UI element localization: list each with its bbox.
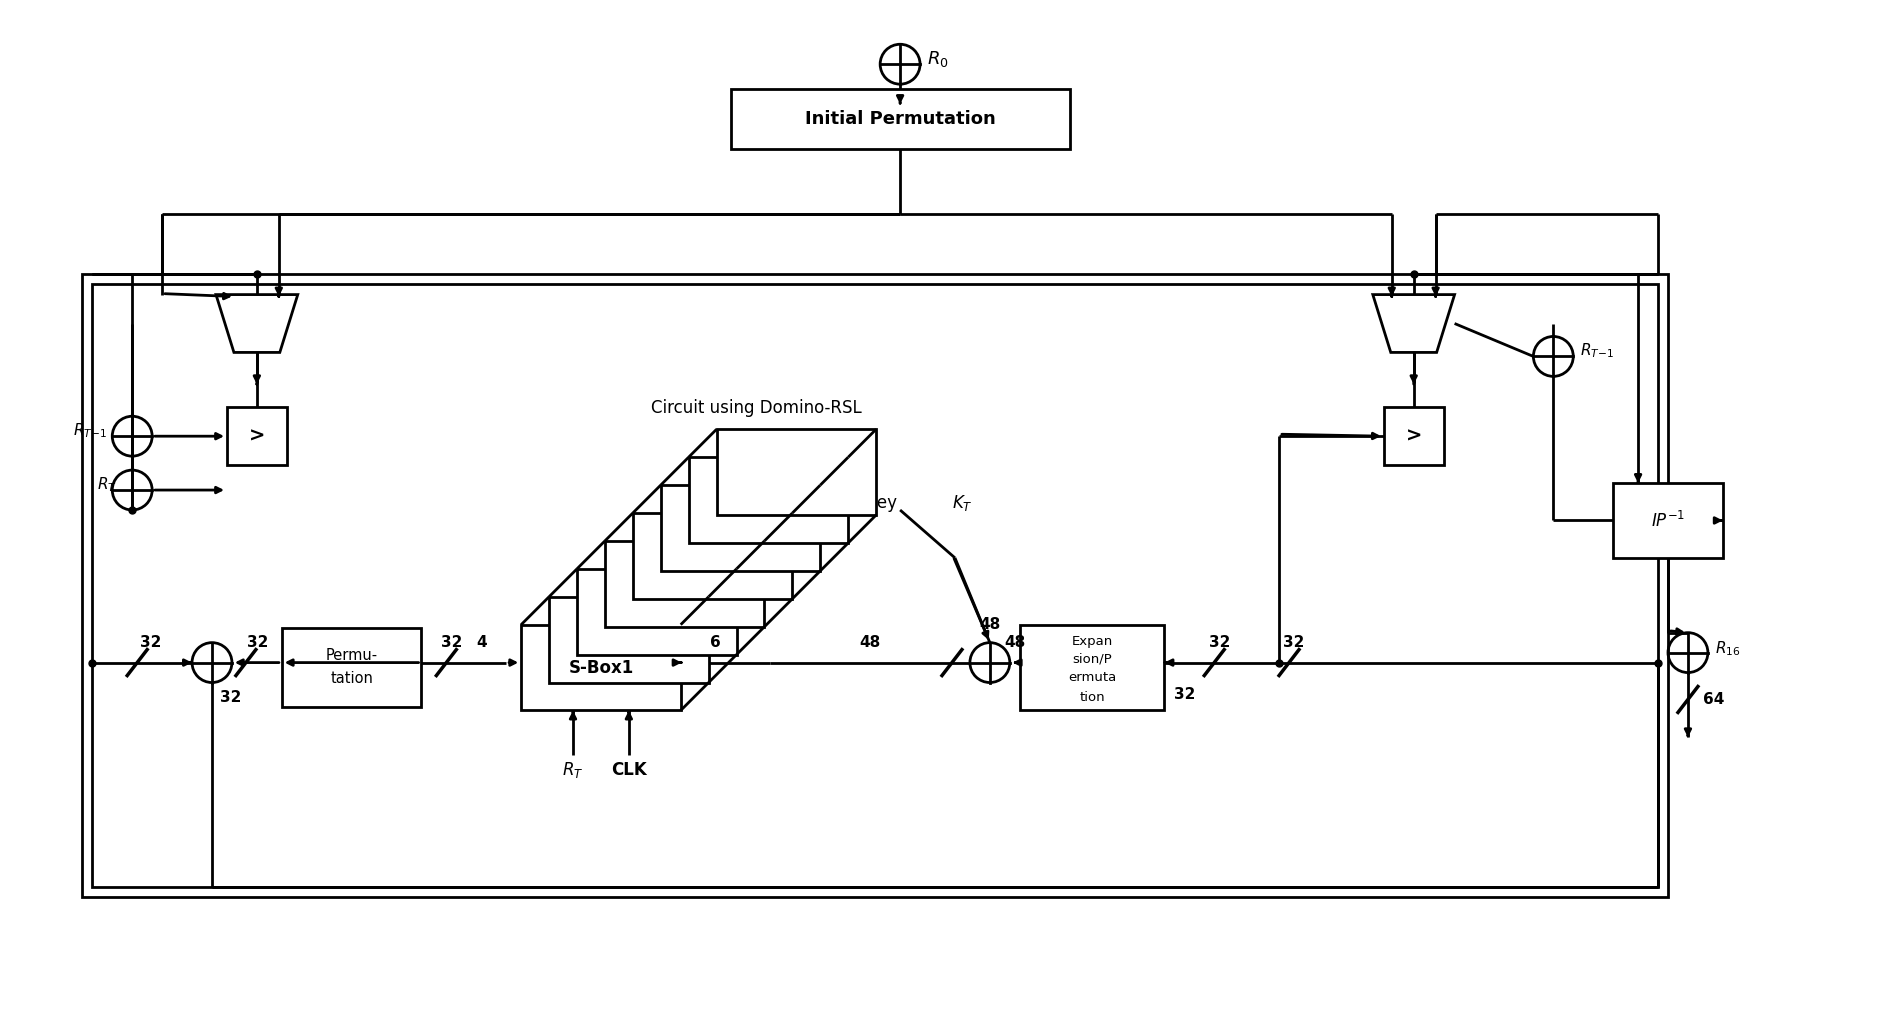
Text: ermuta: ermuta xyxy=(1069,671,1116,684)
Polygon shape xyxy=(717,430,877,515)
Polygon shape xyxy=(661,485,821,571)
Text: $R_0$: $R_0$ xyxy=(928,49,948,69)
Polygon shape xyxy=(216,294,299,352)
Polygon shape xyxy=(689,457,849,543)
Bar xyxy=(83,274,1668,897)
Bar xyxy=(92,284,1658,887)
Text: 32: 32 xyxy=(1174,687,1196,702)
Text: 48: 48 xyxy=(860,635,881,651)
Text: 32: 32 xyxy=(441,635,462,651)
Text: 6: 6 xyxy=(710,635,721,651)
Polygon shape xyxy=(633,513,793,599)
Text: 32: 32 xyxy=(1283,635,1305,651)
Text: >: > xyxy=(1405,427,1422,446)
Polygon shape xyxy=(577,569,736,655)
Polygon shape xyxy=(605,541,764,627)
Text: $R_{16}$: $R_{16}$ xyxy=(1715,639,1741,658)
Text: 64: 64 xyxy=(1703,692,1724,706)
Text: S-Box1: S-Box1 xyxy=(569,659,633,677)
Bar xyxy=(227,407,287,465)
Text: $R_{T\!-\!1}$: $R_{T\!-\!1}$ xyxy=(1579,341,1615,359)
Text: 32: 32 xyxy=(248,635,269,651)
Polygon shape xyxy=(548,597,708,682)
Text: 32: 32 xyxy=(220,690,242,705)
Text: Initial Permutation: Initial Permutation xyxy=(806,110,995,128)
Text: $K_T$: $K_T$ xyxy=(952,493,973,513)
Bar xyxy=(1613,484,1722,558)
Text: $R_{T\!-\!1}$: $R_{T\!-\!1}$ xyxy=(73,420,107,440)
Text: sion/P: sion/P xyxy=(1072,653,1112,666)
Text: tion: tion xyxy=(1080,691,1104,704)
Text: $R_T$: $R_T$ xyxy=(562,760,584,780)
Text: 32: 32 xyxy=(141,635,162,651)
Polygon shape xyxy=(1373,294,1455,352)
Bar xyxy=(731,90,1070,149)
Text: 32: 32 xyxy=(1209,635,1230,651)
Text: Expan: Expan xyxy=(1072,635,1112,648)
Text: $IP^{-1}$: $IP^{-1}$ xyxy=(1651,510,1685,530)
Text: 48: 48 xyxy=(978,617,1001,632)
Text: 4: 4 xyxy=(475,635,486,651)
Bar xyxy=(1384,407,1444,465)
Text: tation: tation xyxy=(331,671,374,686)
Text: >: > xyxy=(248,427,265,446)
Bar xyxy=(1020,625,1164,711)
Text: Permu-: Permu- xyxy=(325,648,377,663)
Text: CLK: CLK xyxy=(610,761,646,780)
Bar xyxy=(282,628,421,708)
Text: $R_T$: $R_T$ xyxy=(98,475,116,495)
Text: Circuit using Domino-RSL: Circuit using Domino-RSL xyxy=(652,399,862,417)
Text: Round key: Round key xyxy=(809,494,903,512)
Text: 48: 48 xyxy=(1005,635,1025,651)
Polygon shape xyxy=(520,625,680,711)
